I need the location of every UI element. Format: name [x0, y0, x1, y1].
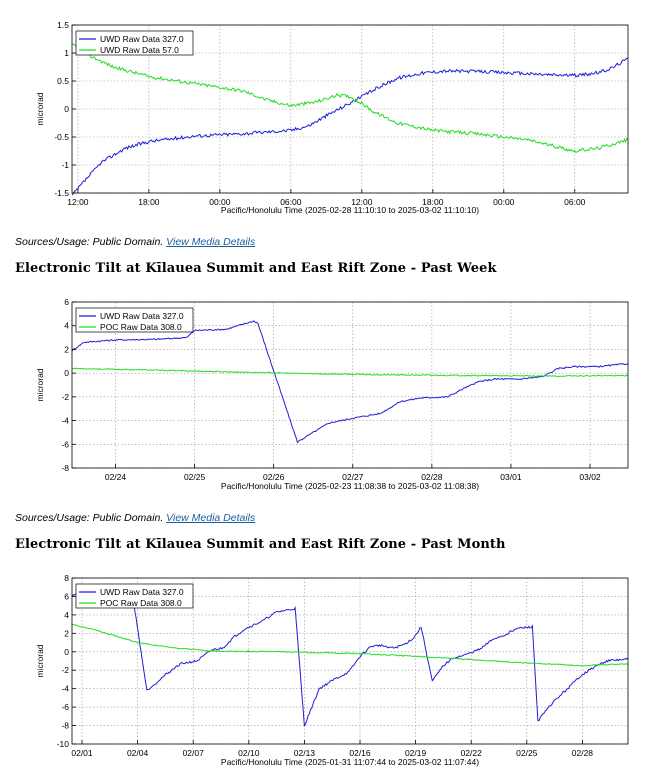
x-tick-label: 18:00	[138, 197, 160, 207]
y-tick-label: -8	[61, 463, 69, 473]
x-tick-label: 02/28	[572, 748, 594, 758]
x-tick-label: 02/24	[105, 472, 127, 482]
x-tick-label: 02/22	[461, 748, 483, 758]
source-text: Sources/Usage: Public Domain.	[15, 512, 164, 524]
series-line-1	[71, 591, 629, 727]
x-tick-label: 02/13	[294, 748, 316, 758]
x-axis-label: Pacific/Honolulu Time (2025-01-31 11:07:…	[221, 757, 479, 767]
legend-box	[75, 307, 194, 333]
x-tick-label: 02/26	[263, 472, 285, 482]
legend-box	[75, 30, 194, 56]
series-line-2	[71, 367, 629, 377]
x-axis-label: Pacific/Honolulu Time (2025-02-23 11:08:…	[221, 481, 479, 491]
y-tick-label: 6	[64, 591, 69, 601]
chart-svg: 1.510.50-0.5-1-1.512:00 18:00 00:00 06:00 12…	[35, 20, 629, 215]
x-tick-label: 06:00	[280, 197, 302, 207]
source-usage: Sources/Usage: Public Domain. View Media…	[15, 512, 255, 524]
y-tick-label: 1.5	[57, 20, 69, 30]
y-tick-label: 0.5	[57, 76, 69, 86]
plot-frame	[71, 301, 629, 469]
y-tick-label: -6	[61, 702, 69, 712]
x-tick-label: 03/02	[579, 472, 601, 482]
series-line-1	[71, 320, 629, 444]
x-tick-label: 02/27	[342, 472, 364, 482]
x-tick-label: 12:00	[67, 197, 89, 207]
y-tick-label: -2	[61, 392, 69, 402]
view-media-details-link[interactable]: View Media Details	[166, 236, 256, 248]
chart-svg: 6 4 2 0 -2 -4 -6 -8 02/24 02/25 02/26 02/27 02/28 03/…	[35, 297, 629, 491]
y-tick-label: -0.5	[54, 132, 69, 142]
x-tick-label: 02/10	[238, 748, 260, 758]
x-tick-label: 02/01	[71, 748, 93, 758]
x-tick-label: 02/19	[405, 748, 427, 758]
y-tick-label: -6	[61, 439, 69, 449]
x-tick-label: 02/16	[349, 748, 371, 758]
y-tick-label: 1	[64, 48, 69, 58]
x-tick-label: 02/04	[127, 748, 149, 758]
y-tick-label: 2	[64, 344, 69, 354]
legend-entry: UWD Raw Data 327.0	[100, 34, 184, 44]
section-heading-month: Electronic Tilt at Kīlauea Summit and Ea…	[15, 537, 506, 552]
y-tick-label: 0	[64, 104, 69, 114]
y-axis-label: microrad	[35, 92, 45, 125]
y-tick-label: 2	[64, 628, 69, 638]
y-tick-label: 0	[64, 368, 69, 378]
legend-entry: POC Raw Data 308.0	[100, 598, 182, 608]
y-tick-label: -4	[61, 684, 69, 694]
y-tick-label: -2	[61, 665, 69, 675]
legend-box	[75, 583, 194, 609]
y-tick-label: 6	[64, 297, 69, 307]
tilt-chart-week: 6 4 2 0 -2 -4 -6 -8 02/24 02/25 02/26 02/27 02/28 03/…	[0, 290, 649, 500]
legend-entry: UWD Raw Data 57.0	[100, 45, 179, 55]
plot-frame	[71, 577, 629, 745]
legend-entry: UWD Raw Data 327.0	[100, 587, 184, 597]
series-line-1	[71, 57, 629, 196]
section-heading-week: Electronic Tilt at Kīlauea Summit and Ea…	[15, 261, 497, 276]
y-tick-label: 8	[64, 573, 69, 583]
y-tick-label: 0	[64, 647, 69, 657]
view-media-details-link[interactable]: View Media Details	[166, 512, 256, 524]
series-line-2	[71, 42, 629, 154]
x-tick-label: 00:00	[493, 197, 515, 207]
y-axis-label: microrad	[35, 644, 45, 677]
y-tick-label: -10	[57, 739, 70, 749]
x-tick-label: 02/25	[184, 472, 206, 482]
tilt-chart-month: 8 6 4 2 0 -2 -4 -6 -8 -10 02/01 02/04 02/07 02/10 02/1…	[0, 568, 649, 781]
y-tick-label: -8	[61, 721, 69, 731]
series-line-2	[71, 623, 629, 667]
y-tick-label: -1.5	[54, 188, 69, 198]
tilt-chart-2day: 1.5 1 0.5 0 -0.5 -1 -1.5 12:00 18:00 00:00 06:00 12…	[0, 0, 649, 228]
x-tick-label: 02/07	[183, 748, 205, 758]
x-tick-label: 00:00	[209, 197, 231, 207]
x-tick-label: 02/28	[421, 472, 443, 482]
y-tick-label: 4	[64, 610, 69, 620]
y-axis-label: microrad	[35, 368, 45, 401]
y-tick-label: -4	[61, 416, 69, 426]
x-tick-label: 03/01	[500, 472, 522, 482]
source-text: Sources/Usage: Public Domain.	[15, 236, 164, 248]
x-tick-label: 06:00	[564, 197, 586, 207]
x-tick-label: 02/25	[516, 748, 538, 758]
y-tick-label: -1	[61, 160, 69, 170]
x-tick-label: 18:00	[422, 197, 444, 207]
x-axis-label: Pacific/Honolulu Time (2025-02-28 11:10:…	[221, 205, 479, 215]
y-tick-label: 4	[64, 321, 69, 331]
legend-entry: POC Raw Data 308.0	[100, 322, 182, 332]
x-tick-label: 12:00	[351, 197, 373, 207]
source-usage: Sources/Usage: Public Domain. View Media…	[15, 236, 255, 248]
legend-entry: UWD Raw Data 327.0	[100, 311, 184, 321]
